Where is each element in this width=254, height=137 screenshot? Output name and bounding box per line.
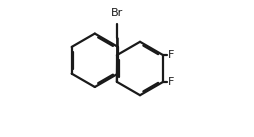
- Text: F: F: [168, 50, 174, 60]
- Text: F: F: [168, 77, 174, 87]
- Text: Br: Br: [111, 8, 123, 18]
